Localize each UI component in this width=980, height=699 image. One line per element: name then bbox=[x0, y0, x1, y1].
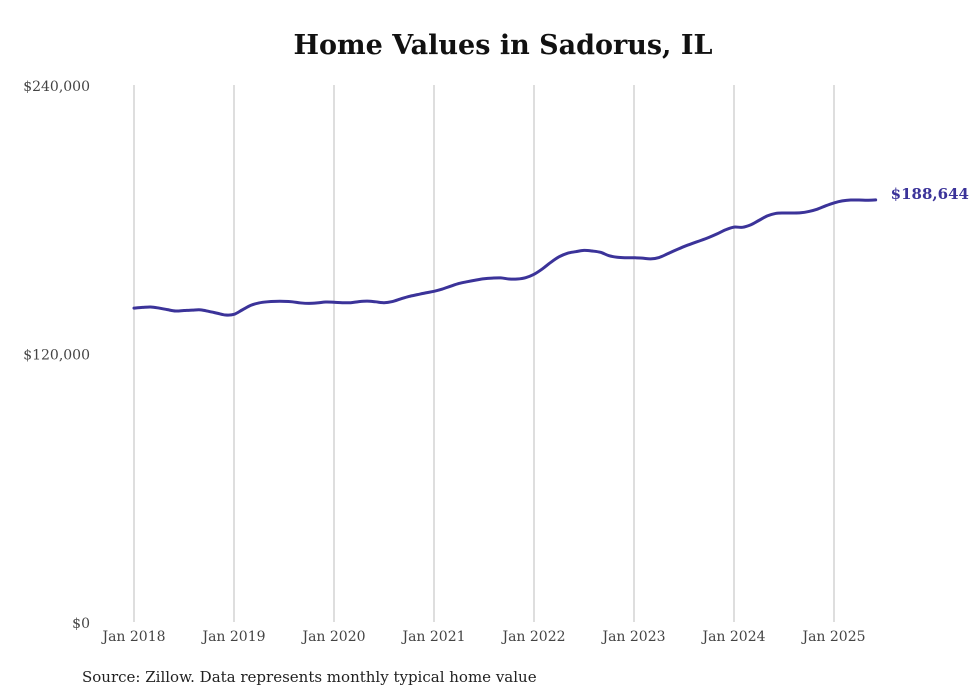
x-tick-label: Jan 2020 bbox=[300, 629, 365, 645]
x-tick-label: Jan 2024 bbox=[700, 629, 765, 645]
x-tick-label: Jan 2019 bbox=[200, 629, 265, 645]
x-tick-label: Jan 2022 bbox=[500, 629, 565, 645]
y-tick-label: $0 bbox=[72, 616, 90, 632]
x-tick-label: Jan 2023 bbox=[600, 629, 665, 645]
home-value-line bbox=[132, 198, 878, 317]
x-tick-label: Jan 2018 bbox=[100, 629, 165, 645]
source-note: Source: Zillow. Data represents monthly … bbox=[82, 668, 537, 686]
y-tick-label: $240,000 bbox=[23, 79, 90, 95]
end-value-label: $188,644 bbox=[891, 185, 969, 203]
chart-title: Home Values in Sadorus, IL bbox=[293, 30, 713, 61]
y-tick-label: $120,000 bbox=[23, 348, 90, 364]
x-tick-label: Jan 2025 bbox=[800, 629, 865, 645]
x-tick-label: Jan 2021 bbox=[400, 629, 465, 645]
